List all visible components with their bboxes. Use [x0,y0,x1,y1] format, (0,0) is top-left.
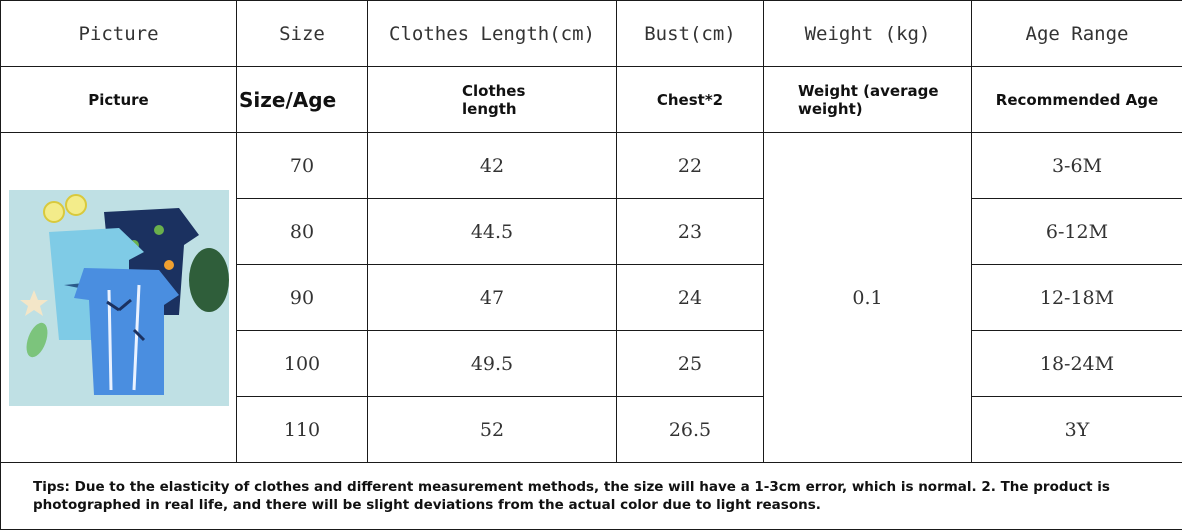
bust-cell: 22 [617,133,764,199]
header-age-range: Age Range [972,1,1182,67]
subheader-weight: Weight (average weight) [764,67,972,133]
bust-cell: 24 [617,265,764,331]
length-cell: 47 [368,265,617,331]
tips-text: Tips: Due to the elasticity of clothes a… [1,463,1182,530]
header-bust: Bust(cm) [617,1,764,67]
header-weight: Weight (kg) [764,1,972,67]
weight-cell: 0.1 [764,133,972,463]
header-row-2: Picture Size/Age Clothes length Chest*2 … [1,67,1182,133]
size-cell: 90 [237,265,368,331]
size-cell: 70 [237,133,368,199]
age-cell: 12-18M [972,265,1182,331]
bust-cell: 23 [617,199,764,265]
size-cell: 80 [237,199,368,265]
subheader-age: Recommended Age [972,67,1182,133]
length-cell: 52 [368,397,617,463]
product-picture-cell [1,133,237,463]
size-cell: 110 [237,397,368,463]
length-cell: 49.5 [368,331,617,397]
product-photo [9,190,229,406]
header-row-1: Picture Size Clothes Length(cm) Bust(cm)… [1,1,1182,67]
age-cell: 6-12M [972,199,1182,265]
header-size: Size [237,1,368,67]
bust-cell: 26.5 [617,397,764,463]
age-cell: 18-24M [972,331,1182,397]
age-cell: 3-6M [972,133,1182,199]
subheader-clothes-length-text: Clothes length [462,82,522,118]
subheader-clothes-length: Clothes length [368,67,617,133]
size-cell: 100 [237,331,368,397]
header-clothes-length: Clothes Length(cm) [368,1,617,67]
subheader-chest: Chest*2 [617,67,764,133]
tips-row: Tips: Due to the elasticity of clothes a… [1,463,1182,530]
length-cell: 44.5 [368,199,617,265]
subheader-picture: Picture [1,67,237,133]
subheader-size-age: Size/Age [237,67,368,133]
age-cell: 3Y [972,397,1182,463]
header-picture: Picture [1,1,237,67]
bust-cell: 25 [617,331,764,397]
table-row: 70 42 22 0.1 3-6M [1,133,1182,199]
length-cell: 42 [368,133,617,199]
